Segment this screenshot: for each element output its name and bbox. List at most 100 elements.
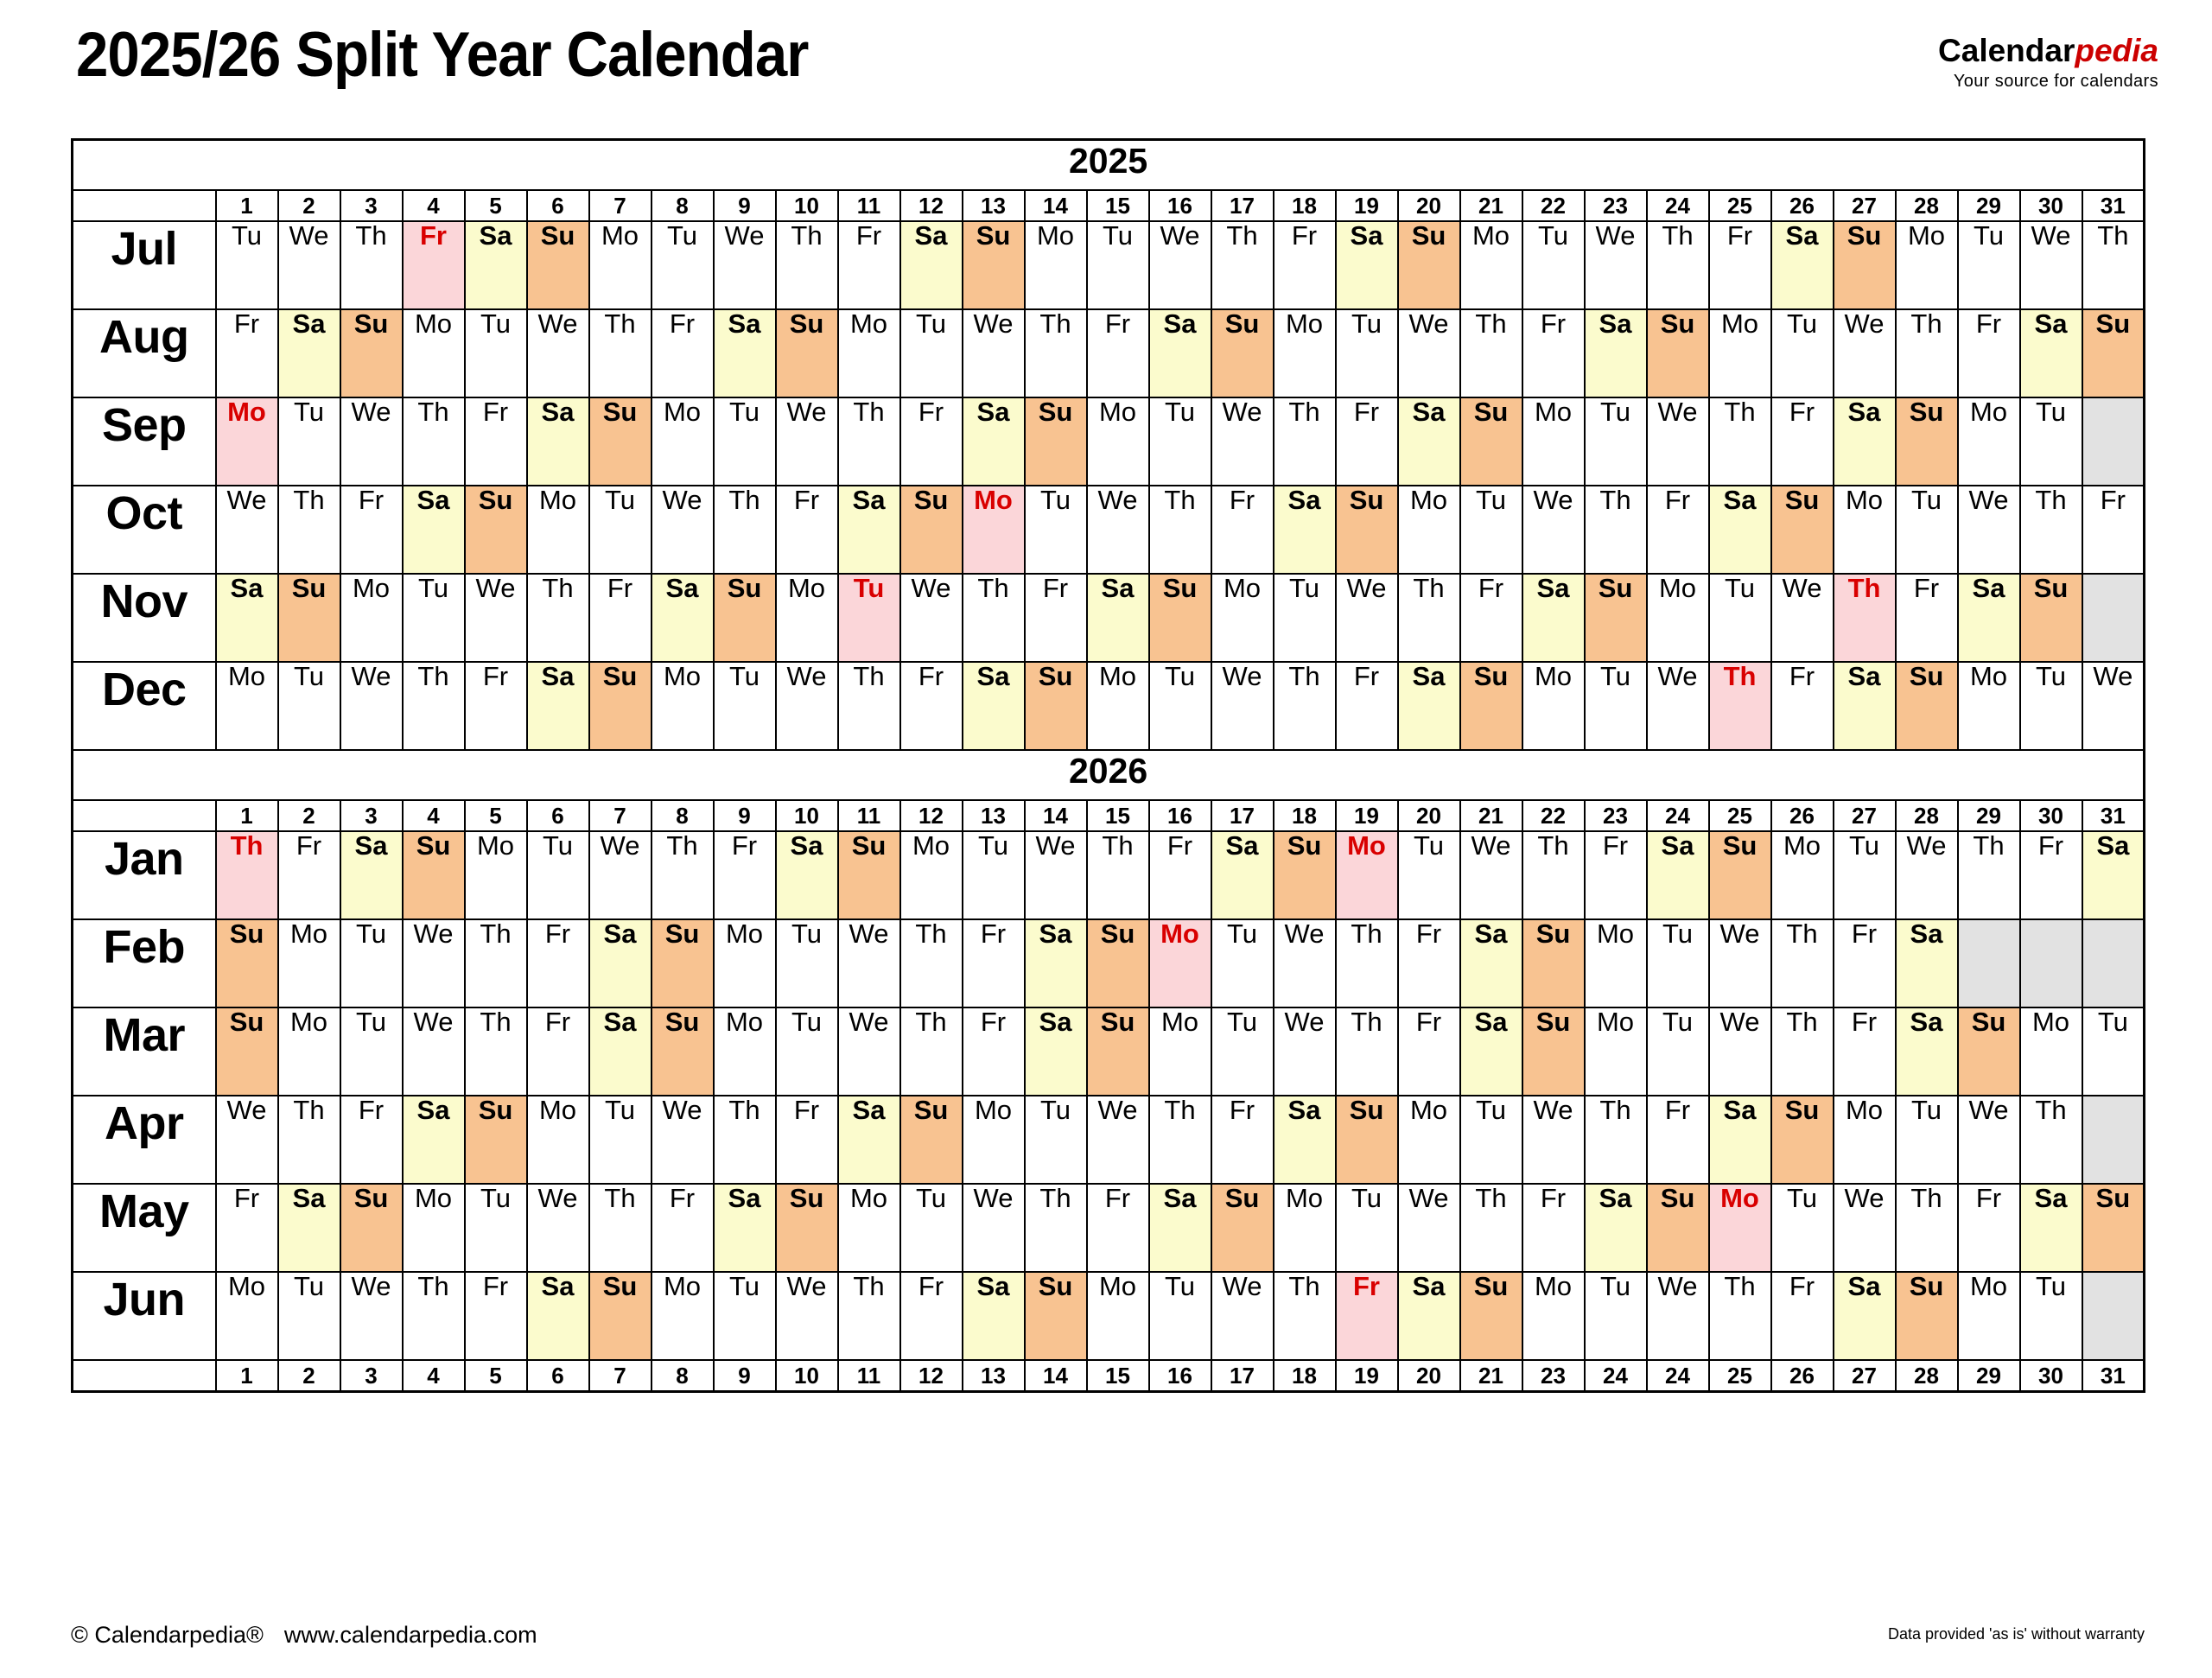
day-cell-saturday[interactable]: Sa <box>1023 1007 1088 1096</box>
day-cell-saturday[interactable]: Sa <box>525 1271 590 1361</box>
day-cell[interactable]: Mo <box>1459 220 1523 310</box>
day-cell[interactable]: Tu <box>1832 830 1897 920</box>
day-cell[interactable]: Th <box>1272 397 1337 486</box>
day-cell-sunday[interactable]: Su <box>1459 661 1523 751</box>
day-cell[interactable]: Tu <box>1894 1095 1959 1185</box>
day-cell-saturday[interactable]: Sa <box>1770 220 1834 310</box>
day-cell[interactable]: Tu <box>2081 1007 2145 1096</box>
day-cell[interactable]: Th <box>1583 1095 1648 1185</box>
day-cell[interactable]: We <box>774 661 839 751</box>
day-cell[interactable]: We <box>650 485 715 575</box>
day-cell[interactable]: Fr <box>463 1271 528 1361</box>
day-cell[interactable]: We <box>1832 1183 1897 1273</box>
day-cell-holiday[interactable]: Fr <box>1334 1271 1399 1361</box>
day-cell[interactable]: Tu <box>1583 661 1648 751</box>
day-cell[interactable]: Tu <box>1645 918 1710 1008</box>
day-cell[interactable]: Mo <box>1583 918 1648 1008</box>
day-cell[interactable]: We <box>588 830 652 920</box>
day-cell-saturday[interactable]: Sa <box>1272 1095 1337 1185</box>
day-cell-holiday[interactable]: Fr <box>401 220 466 310</box>
day-cell[interactable]: We <box>339 397 404 486</box>
day-cell-saturday[interactable]: Sa <box>1147 308 1212 398</box>
day-cell-sunday[interactable]: Su <box>214 1007 279 1096</box>
day-cell[interactable]: Th <box>1459 308 1523 398</box>
day-cell-sunday[interactable]: Su <box>1583 573 1648 663</box>
day-cell[interactable]: Th <box>1770 918 1834 1008</box>
day-cell[interactable]: Th <box>463 1007 528 1096</box>
day-cell[interactable]: Th <box>1707 1271 1772 1361</box>
day-cell[interactable]: We <box>1210 397 1274 486</box>
day-cell[interactable]: Fr <box>1894 573 1959 663</box>
day-cell-sunday[interactable]: Su <box>1085 1007 1150 1096</box>
day-cell[interactable]: Mo <box>1210 573 1274 663</box>
day-cell-saturday[interactable]: Sa <box>276 1183 341 1273</box>
day-cell-saturday[interactable]: Sa <box>712 308 777 398</box>
day-cell-saturday[interactable]: Sa <box>899 220 963 310</box>
day-cell[interactable]: Tu <box>1023 485 1088 575</box>
day-cell-saturday[interactable]: Sa <box>1707 1095 1772 1185</box>
day-cell-sunday[interactable]: Su <box>836 830 901 920</box>
day-cell-sunday[interactable]: Su <box>899 485 963 575</box>
day-cell-sunday[interactable]: Su <box>1770 485 1834 575</box>
day-cell[interactable]: Tu <box>1459 1095 1523 1185</box>
day-cell[interactable]: We <box>836 918 901 1008</box>
day-cell[interactable]: Mo <box>650 397 715 486</box>
day-cell[interactable]: Tu <box>712 661 777 751</box>
day-cell[interactable]: Fr <box>1210 485 1274 575</box>
day-cell[interactable]: Fr <box>1521 1183 1586 1273</box>
day-cell[interactable]: Tu <box>463 1183 528 1273</box>
day-cell[interactable]: Mo <box>1770 830 1834 920</box>
day-cell-holiday[interactable]: Mo <box>961 485 1026 575</box>
day-cell[interactable]: Th <box>1956 830 2021 920</box>
day-cell[interactable]: We <box>2081 661 2145 751</box>
day-cell-sunday[interactable]: Su <box>1023 1271 1088 1361</box>
day-cell-sunday[interactable]: Su <box>650 1007 715 1096</box>
day-cell[interactable]: Fr <box>1210 1095 1274 1185</box>
day-cell-saturday[interactable]: Sa <box>463 220 528 310</box>
day-cell-sunday[interactable]: Su <box>899 1095 963 1185</box>
day-cell-empty[interactable] <box>2081 573 2145 663</box>
day-cell[interactable]: We <box>1956 1095 2021 1185</box>
day-cell[interactable]: Mo <box>1396 1095 1461 1185</box>
day-cell[interactable]: Fr <box>712 830 777 920</box>
day-cell[interactable]: Tu <box>712 397 777 486</box>
day-cell-saturday[interactable]: Sa <box>836 485 901 575</box>
day-cell[interactable]: Th <box>1521 830 1586 920</box>
day-cell[interactable]: Tu <box>525 830 590 920</box>
day-cell-saturday[interactable]: Sa <box>1085 573 1150 663</box>
day-cell[interactable]: Mo <box>1521 661 1586 751</box>
day-cell[interactable]: We <box>1023 830 1088 920</box>
day-cell[interactable]: Th <box>1459 1183 1523 1273</box>
day-cell[interactable]: Mo <box>1956 1271 2021 1361</box>
day-cell-sunday[interactable]: Su <box>1645 1183 1710 1273</box>
day-cell-saturday[interactable]: Sa <box>1832 397 1897 486</box>
day-cell[interactable]: Mo <box>712 1007 777 1096</box>
day-cell[interactable]: Th <box>2018 1095 2083 1185</box>
day-cell[interactable]: We <box>1832 308 1897 398</box>
day-cell[interactable]: We <box>1396 1183 1461 1273</box>
day-cell[interactable]: Th <box>1147 1095 1212 1185</box>
day-cell-empty[interactable] <box>2081 1271 2145 1361</box>
day-cell[interactable]: Th <box>712 1095 777 1185</box>
day-cell-saturday[interactable]: Sa <box>1832 661 1897 751</box>
day-cell-saturday[interactable]: Sa <box>650 573 715 663</box>
day-cell[interactable]: Tu <box>276 661 341 751</box>
day-cell[interactable]: Mo <box>1085 397 1150 486</box>
day-cell[interactable]: Th <box>1770 1007 1834 1096</box>
day-cell[interactable]: Th <box>401 661 466 751</box>
day-cell[interactable]: Fr <box>1832 918 1897 1008</box>
day-cell[interactable]: Tu <box>1645 1007 1710 1096</box>
day-cell-holiday[interactable]: Tu <box>836 573 901 663</box>
day-cell[interactable]: Mo <box>339 573 404 663</box>
day-cell[interactable]: Tu <box>1521 220 1586 310</box>
day-cell[interactable]: Fr <box>1770 1271 1834 1361</box>
day-cell[interactable]: We <box>650 1095 715 1185</box>
day-cell[interactable]: Mo <box>650 661 715 751</box>
day-cell-empty[interactable] <box>2081 397 2145 486</box>
day-cell[interactable]: Fr <box>1085 308 1150 398</box>
day-cell-sunday[interactable]: Su <box>1770 1095 1834 1185</box>
day-cell[interactable]: Mo <box>1832 1095 1897 1185</box>
day-cell[interactable]: Th <box>1147 485 1212 575</box>
day-cell[interactable]: Th <box>1707 397 1772 486</box>
day-cell-saturday[interactable]: Sa <box>2081 830 2145 920</box>
